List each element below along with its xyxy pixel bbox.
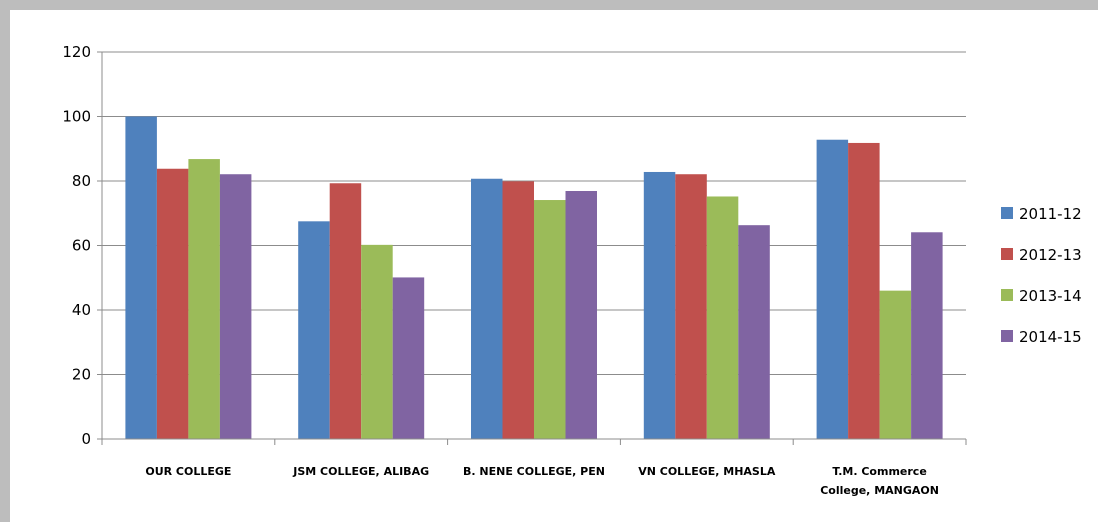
bar <box>565 190 597 439</box>
bar <box>706 196 739 439</box>
x-category-label: VN COLLEGE, MHASLA <box>638 465 776 478</box>
legend-swatch <box>1001 248 1013 260</box>
legend: 2011-12 2012-13 2013-14 2014-15 <box>1001 205 1082 346</box>
y-tick-label: 60 <box>72 237 91 255</box>
bar <box>848 142 880 439</box>
bar <box>816 139 849 439</box>
axes <box>97 51 967 445</box>
y-tick-label: 20 <box>72 366 91 384</box>
bar <box>643 171 676 439</box>
bar <box>156 168 189 439</box>
y-tick-label: 100 <box>62 108 91 126</box>
legend-swatch <box>1001 330 1013 342</box>
y-tick-labels: 0 20 40 60 80 100 120 <box>62 43 91 448</box>
x-category-label: T.M. Commerce College, MANGAON <box>820 465 939 497</box>
bar <box>219 174 252 440</box>
legend-swatch <box>1001 207 1013 219</box>
legend-swatch <box>1001 289 1013 301</box>
bar <box>534 200 566 439</box>
bar <box>329 183 362 439</box>
bar <box>298 221 330 439</box>
y-tick-label: 80 <box>72 172 91 190</box>
bar <box>361 244 393 439</box>
x-category-label: B. NENE COLLEGE, PEN <box>463 465 605 478</box>
bar <box>879 290 912 439</box>
bar <box>911 232 943 439</box>
bar <box>738 225 770 439</box>
bar <box>188 159 220 439</box>
bar <box>502 181 534 439</box>
bar <box>675 174 707 440</box>
legend-label: 2012-13 <box>1019 246 1082 264</box>
legend-label: 2014-15 <box>1019 328 1082 346</box>
y-tick-label: 0 <box>81 430 91 448</box>
bar <box>125 116 157 439</box>
bar <box>471 178 503 439</box>
bars <box>125 116 943 440</box>
y-tick-label: 120 <box>62 43 91 61</box>
legend-label: 2013-14 <box>1019 287 1082 305</box>
left-border-strip <box>0 0 10 522</box>
x-category-labels: OUR COLLEGE JSM COLLEGE, ALIBAG B. NENE CO… <box>145 465 939 497</box>
bar <box>392 277 425 439</box>
legend-label: 2011-12 <box>1019 205 1082 223</box>
y-tick-label: 40 <box>72 301 91 319</box>
x-category-label: JSM COLLEGE, ALIBAG <box>292 465 429 478</box>
x-category-label: OUR COLLEGE <box>145 465 231 478</box>
chart-left-margin <box>10 10 34 522</box>
